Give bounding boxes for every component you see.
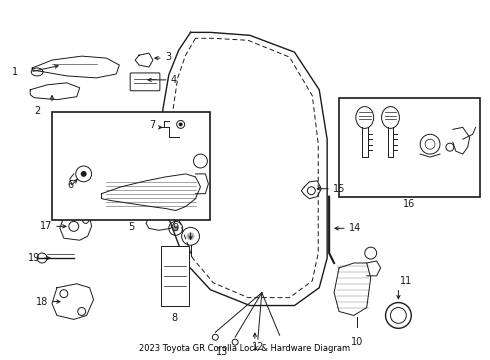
Circle shape bbox=[173, 225, 179, 231]
Text: 3: 3 bbox=[165, 52, 171, 62]
Text: 16: 16 bbox=[403, 199, 416, 209]
Text: 2: 2 bbox=[34, 105, 40, 116]
Text: 13: 13 bbox=[216, 347, 228, 357]
Text: 9: 9 bbox=[172, 223, 179, 233]
Text: 19: 19 bbox=[28, 253, 40, 263]
Circle shape bbox=[187, 232, 195, 240]
Text: 14: 14 bbox=[349, 223, 361, 233]
Text: 2023 Toyota GR Corolla Lock & Hardware Diagram: 2023 Toyota GR Corolla Lock & Hardware D… bbox=[140, 344, 350, 353]
Text: 1: 1 bbox=[12, 67, 18, 77]
Text: 15: 15 bbox=[333, 184, 345, 194]
Bar bbox=[161, 246, 189, 306]
Text: 18: 18 bbox=[36, 297, 48, 307]
Bar bbox=[52, 112, 210, 220]
Text: 17: 17 bbox=[40, 221, 52, 231]
Text: 10: 10 bbox=[351, 337, 363, 347]
Bar bbox=[339, 98, 480, 197]
Text: 5: 5 bbox=[128, 222, 134, 233]
Text: 7: 7 bbox=[149, 120, 156, 130]
Circle shape bbox=[179, 122, 183, 126]
Text: 4: 4 bbox=[171, 75, 177, 85]
Text: 11: 11 bbox=[400, 276, 413, 286]
Text: 6: 6 bbox=[68, 180, 74, 190]
FancyBboxPatch shape bbox=[130, 73, 160, 91]
Circle shape bbox=[81, 171, 87, 177]
Text: 12: 12 bbox=[252, 342, 264, 352]
Text: 8: 8 bbox=[172, 314, 178, 323]
